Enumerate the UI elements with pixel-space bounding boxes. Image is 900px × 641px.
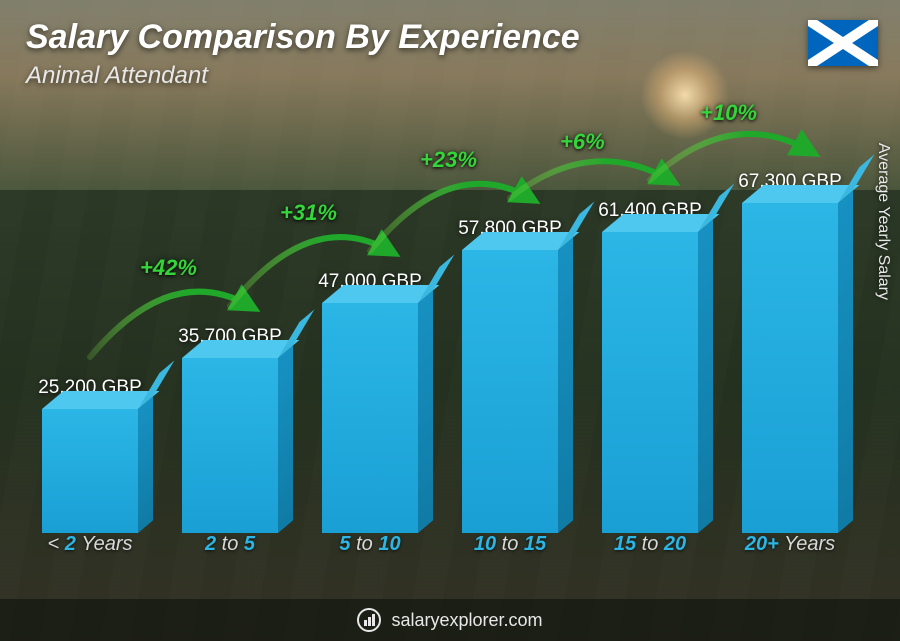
logo-icon [357,608,381,632]
bar-front-face [462,250,558,533]
bar-wrap: 67,300 GBP [720,120,860,533]
bar-front-face [742,203,838,533]
bar-front-face [322,303,418,533]
bar-front-face [182,358,278,533]
bar-front-face [602,232,698,533]
bar-wrap: 47,000 GBP [300,120,440,533]
bar-chart: 25,200 GBP35,700 GBP47,000 GBP57,800 GBP… [20,120,860,561]
x-axis-label: 15 to 20 [580,533,720,561]
x-axis-label: < 2 Years [20,533,160,561]
bars-container: 25,200 GBP35,700 GBP47,000 GBP57,800 GBP… [20,120,860,533]
bar [602,232,698,533]
x-axis-labels: < 2 Years2 to 55 to 1010 to 1515 to 2020… [20,533,860,561]
bar-wrap: 61,400 GBP [580,120,720,533]
bar-wrap: 25,200 GBP [20,120,160,533]
x-axis-label: 20+ Years [720,533,860,561]
bar-wrap: 57,800 GBP [440,120,580,533]
country-flag [808,20,878,66]
chart-title: Salary Comparison By Experience [26,18,580,57]
bar [322,303,418,533]
bar [42,409,138,533]
bar [182,358,278,533]
bar-side-face [838,190,853,533]
bar-front-face [42,409,138,533]
x-axis-label: 2 to 5 [160,533,300,561]
bar-side-face [698,219,713,533]
bar-side-face [138,396,153,533]
bar [462,250,558,533]
infographic-stage: Salary Comparison By Experience Animal A… [0,0,900,641]
bar-wrap: 35,700 GBP [160,120,300,533]
footer-text: salaryexplorer.com [391,610,542,631]
bar [742,203,838,533]
chart-subtitle: Animal Attendant [26,62,208,90]
bar-side-face [278,345,293,533]
footer: salaryexplorer.com [0,599,900,641]
bar-side-face [558,237,573,533]
x-axis-label: 10 to 15 [440,533,580,561]
y-axis-label: Average Yearly Salary [874,143,892,300]
bar-side-face [418,290,433,533]
x-axis-label: 5 to 10 [300,533,440,561]
